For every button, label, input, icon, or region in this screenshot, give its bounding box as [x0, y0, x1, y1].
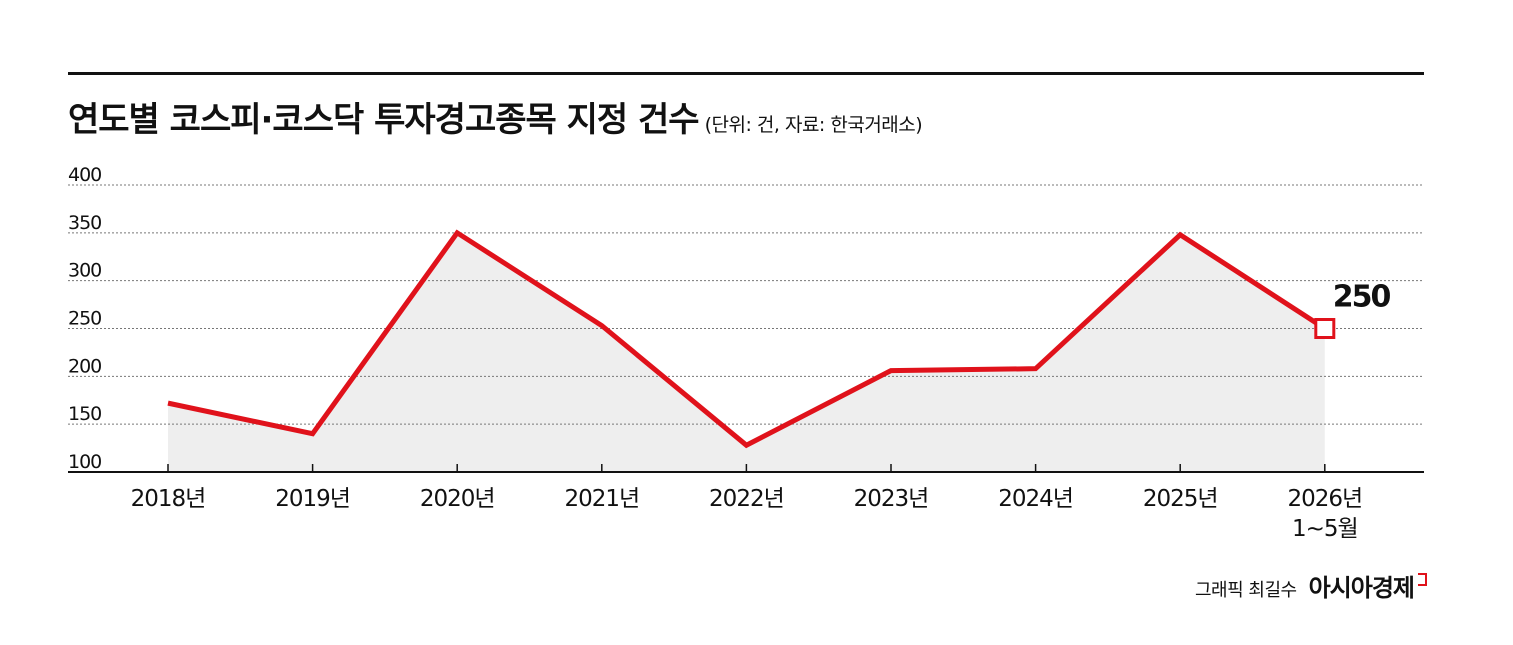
chart-title: 연도별 코스피·코스닥 투자경고종목 지정 건수	[68, 100, 700, 140]
credit: 그래픽 최길수 아시아경제	[1195, 568, 1427, 603]
brand-logo: 아시아경제	[1308, 574, 1415, 602]
y-tick-label: 150	[68, 403, 101, 425]
x-tick-label: 2022년	[709, 486, 784, 512]
x-tick-label: 1~5월	[1292, 516, 1358, 542]
y-tick-label: 200	[68, 355, 101, 377]
y-tick-label: 400	[68, 164, 101, 186]
x-tick-label: 2026년	[1287, 486, 1362, 512]
x-tick-label: 2025년	[1143, 486, 1218, 512]
x-tick-label: 2018년	[131, 486, 206, 512]
highlight-marker	[1314, 318, 1336, 339]
x-tick-label: 2024년	[998, 486, 1073, 512]
y-tick-label: 350	[68, 212, 101, 234]
y-tick-label: 300	[68, 260, 101, 282]
y-tick-label: 250	[68, 308, 101, 330]
data-label: 250	[1333, 280, 1391, 315]
y-tick-label: 100	[68, 451, 101, 473]
chart-subtitle: (단위: 건, 자료: 한국거래소)	[704, 114, 923, 136]
x-tick-label: 2019년	[275, 486, 350, 512]
x-tick-label: 2023년	[854, 486, 929, 512]
graphic-credit: 그래픽 최길수	[1195, 580, 1297, 601]
x-tick-label: 2021년	[564, 486, 639, 512]
series-line	[167, 229, 1327, 449]
area-fill	[168, 232, 1325, 472]
x-tick-label: 2020년	[420, 486, 495, 512]
title-row: 연도별 코스피·코스닥 투자경고종목 지정 건수 (단위: 건, 자료: 한국거래…	[68, 92, 923, 141]
top-rule	[68, 72, 1424, 75]
brand-mark-icon	[1418, 573, 1427, 586]
